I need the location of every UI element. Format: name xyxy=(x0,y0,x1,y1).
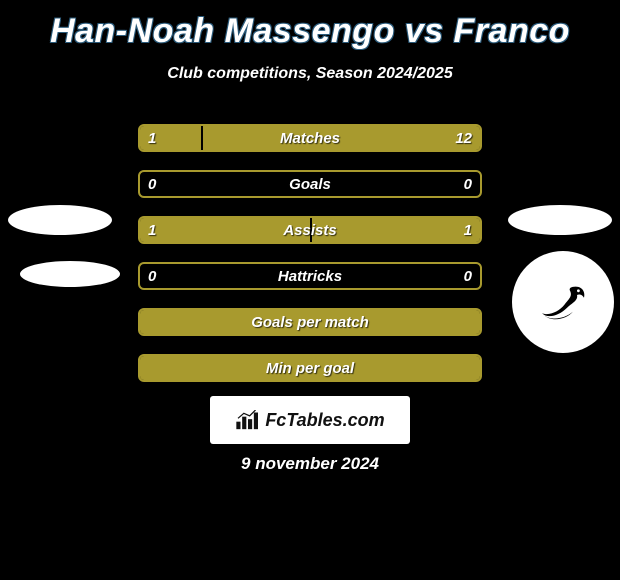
stat-label: Goals xyxy=(140,172,480,196)
stat-bar-min-per-goal: Min per goal xyxy=(138,354,482,382)
stat-value-right: 12 xyxy=(455,126,472,150)
stat-bar-goals: Goals0 0 xyxy=(138,170,482,198)
stat-bar-hattricks: Hattricks0 0 xyxy=(138,262,482,290)
stat-label: Matches xyxy=(140,126,480,150)
stat-value-left: 0 xyxy=(148,264,156,288)
fctables-text: FcTables.com xyxy=(265,410,384,431)
stat-bar-matches: Matches1 12 xyxy=(138,124,482,152)
stat-value-right: 0 xyxy=(464,264,472,288)
left-team-badge-1 xyxy=(8,205,112,235)
stat-value-left: 1 xyxy=(148,126,156,150)
fctables-branding: FcTables.com xyxy=(210,396,410,444)
stat-label: Min per goal xyxy=(140,356,480,380)
left-team-badge-2 xyxy=(20,261,120,287)
swansea-swan-icon xyxy=(528,267,598,337)
right-team-badge-swansea xyxy=(512,251,614,353)
stats-bars: Matches112Goals00Assists11Hattricks00Goa… xyxy=(138,124,482,400)
stat-value-right: 0 xyxy=(464,172,472,196)
date-stamp: 9 november 2024 xyxy=(0,454,620,474)
stat-value-left: 0 xyxy=(148,172,156,196)
comparison-subtitle: Club competitions, Season 2024/2025 xyxy=(0,65,620,83)
stat-bar-goals-per-match: Goals per match xyxy=(138,308,482,336)
stat-bar-assists: Assists1 1 xyxy=(138,216,482,244)
fctables-icon xyxy=(235,410,261,430)
stat-value-right: 1 xyxy=(464,218,472,242)
stat-value-left: 1 xyxy=(148,218,156,242)
stat-label: Hattricks xyxy=(140,264,480,288)
stat-label: Goals per match xyxy=(140,310,480,334)
right-team-badge-1 xyxy=(508,205,612,235)
stat-label: Assists xyxy=(140,218,480,242)
comparison-title: Han-Noah Massengo vs Franco xyxy=(0,0,620,51)
